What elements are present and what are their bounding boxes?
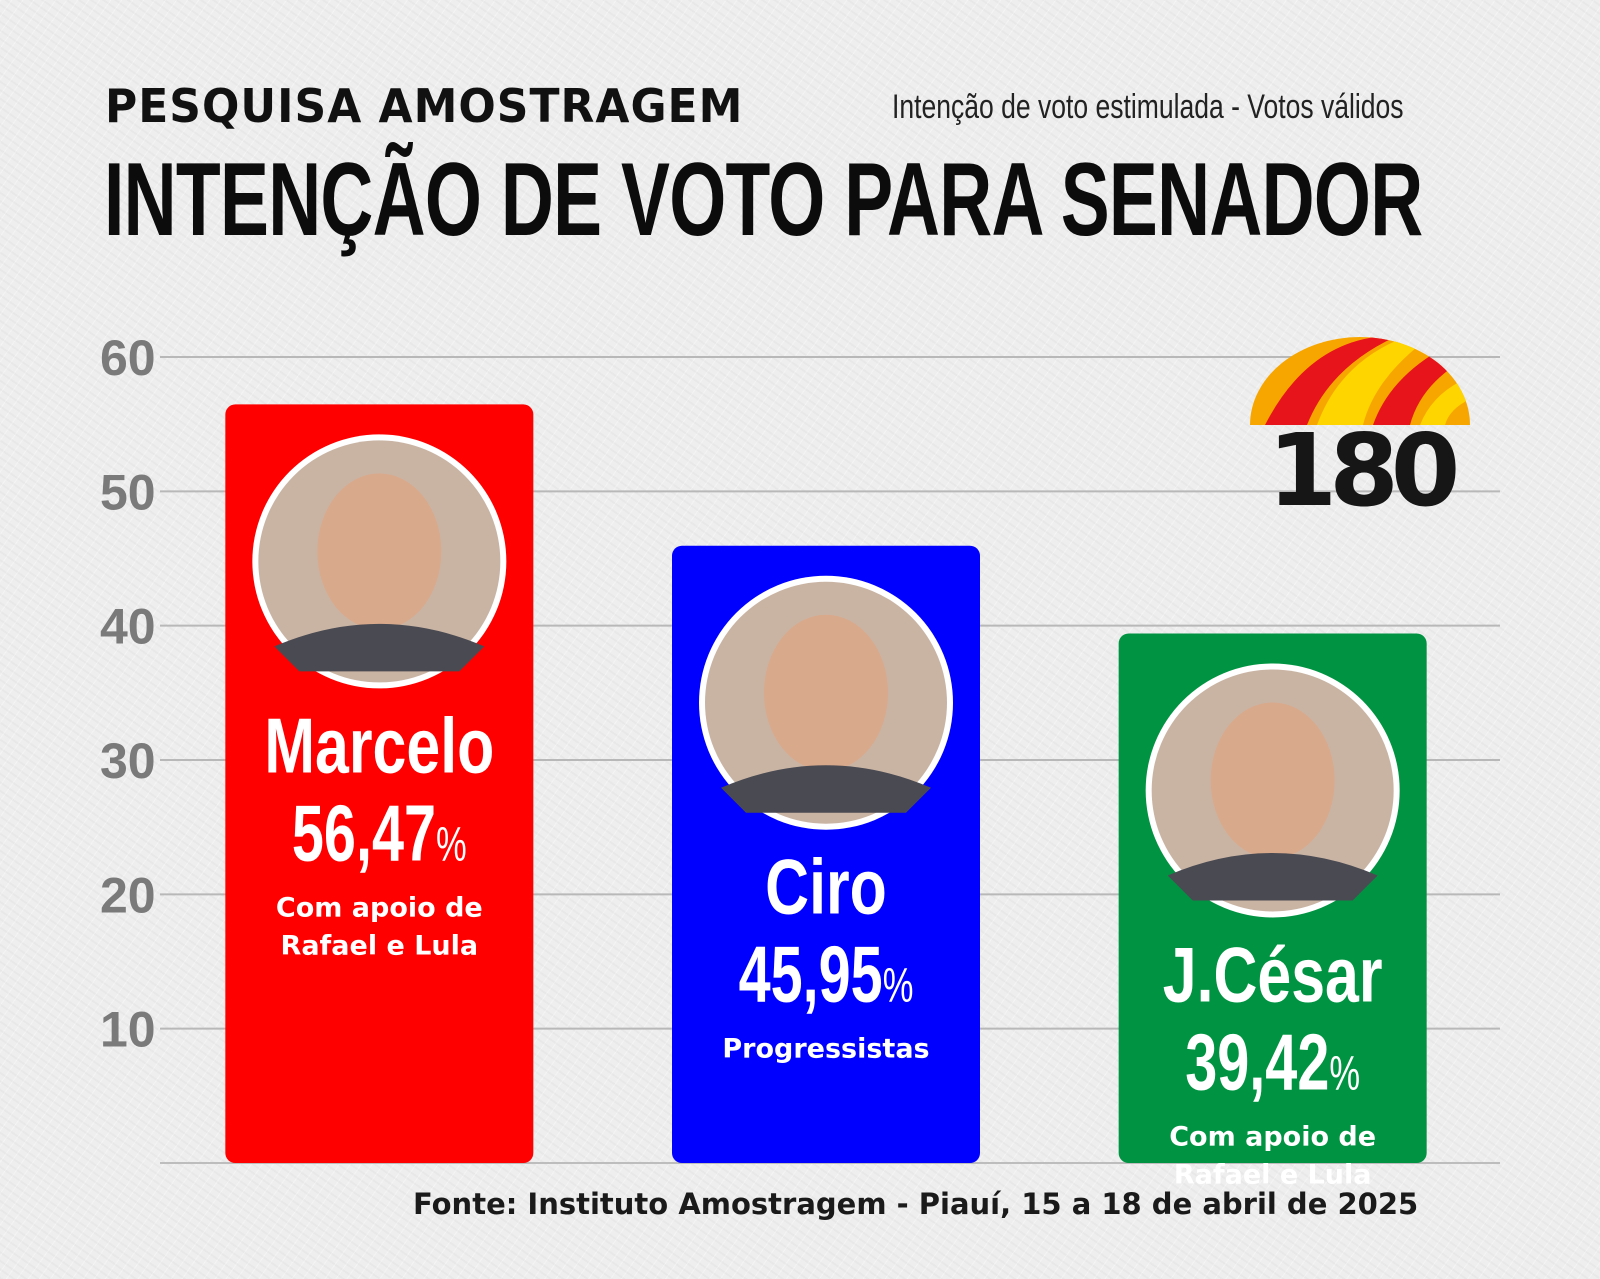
candidate-note: Rafael e Lula — [1174, 1159, 1372, 1190]
avatar-face — [764, 614, 888, 771]
chart-subtitle: Intenção de voto estimulada - Votos váli… — [892, 88, 1404, 126]
candidate-note: Com apoio de — [1169, 1121, 1376, 1152]
avatar-shoulders — [274, 623, 485, 672]
candidate-note: Com apoio de — [276, 892, 483, 923]
candidate-name: J.César — [1163, 931, 1383, 1018]
logo-number: 180 — [1267, 412, 1461, 529]
y-tick-label: 10 — [100, 1002, 156, 1058]
survey-kicker: PESQUISA AMOSTRAGEM — [105, 80, 744, 134]
candidate-note: Progressistas — [722, 1034, 929, 1065]
y-tick-label: 60 — [100, 330, 156, 386]
data-label: 45,95% — [739, 929, 914, 1019]
avatar-shoulders — [721, 765, 931, 813]
data-label: 39,42% — [1185, 1017, 1360, 1107]
y-tick-label: 50 — [100, 464, 156, 520]
candidate-note: Rafael e Lula — [281, 930, 479, 961]
candidate-name: Ciro — [765, 843, 887, 930]
source-note: Fonte: Instituto Amostragem - Piauí, 15 … — [413, 1187, 1419, 1221]
sun-icon — [1250, 337, 1470, 425]
y-tick-label: 20 — [100, 867, 156, 923]
data-label: 56,47% — [292, 788, 467, 878]
avatar-face — [317, 473, 442, 630]
logo-180: 180 — [1245, 337, 1475, 537]
avatar-face — [1210, 702, 1335, 859]
avatar-shoulders — [1167, 852, 1378, 901]
y-tick-label: 30 — [100, 733, 156, 789]
candidate-name: Marcelo — [264, 702, 494, 789]
y-tick-label: 40 — [100, 599, 156, 655]
chart-title: INTENÇÃO DE VOTO PARA SENADOR — [104, 142, 1423, 258]
